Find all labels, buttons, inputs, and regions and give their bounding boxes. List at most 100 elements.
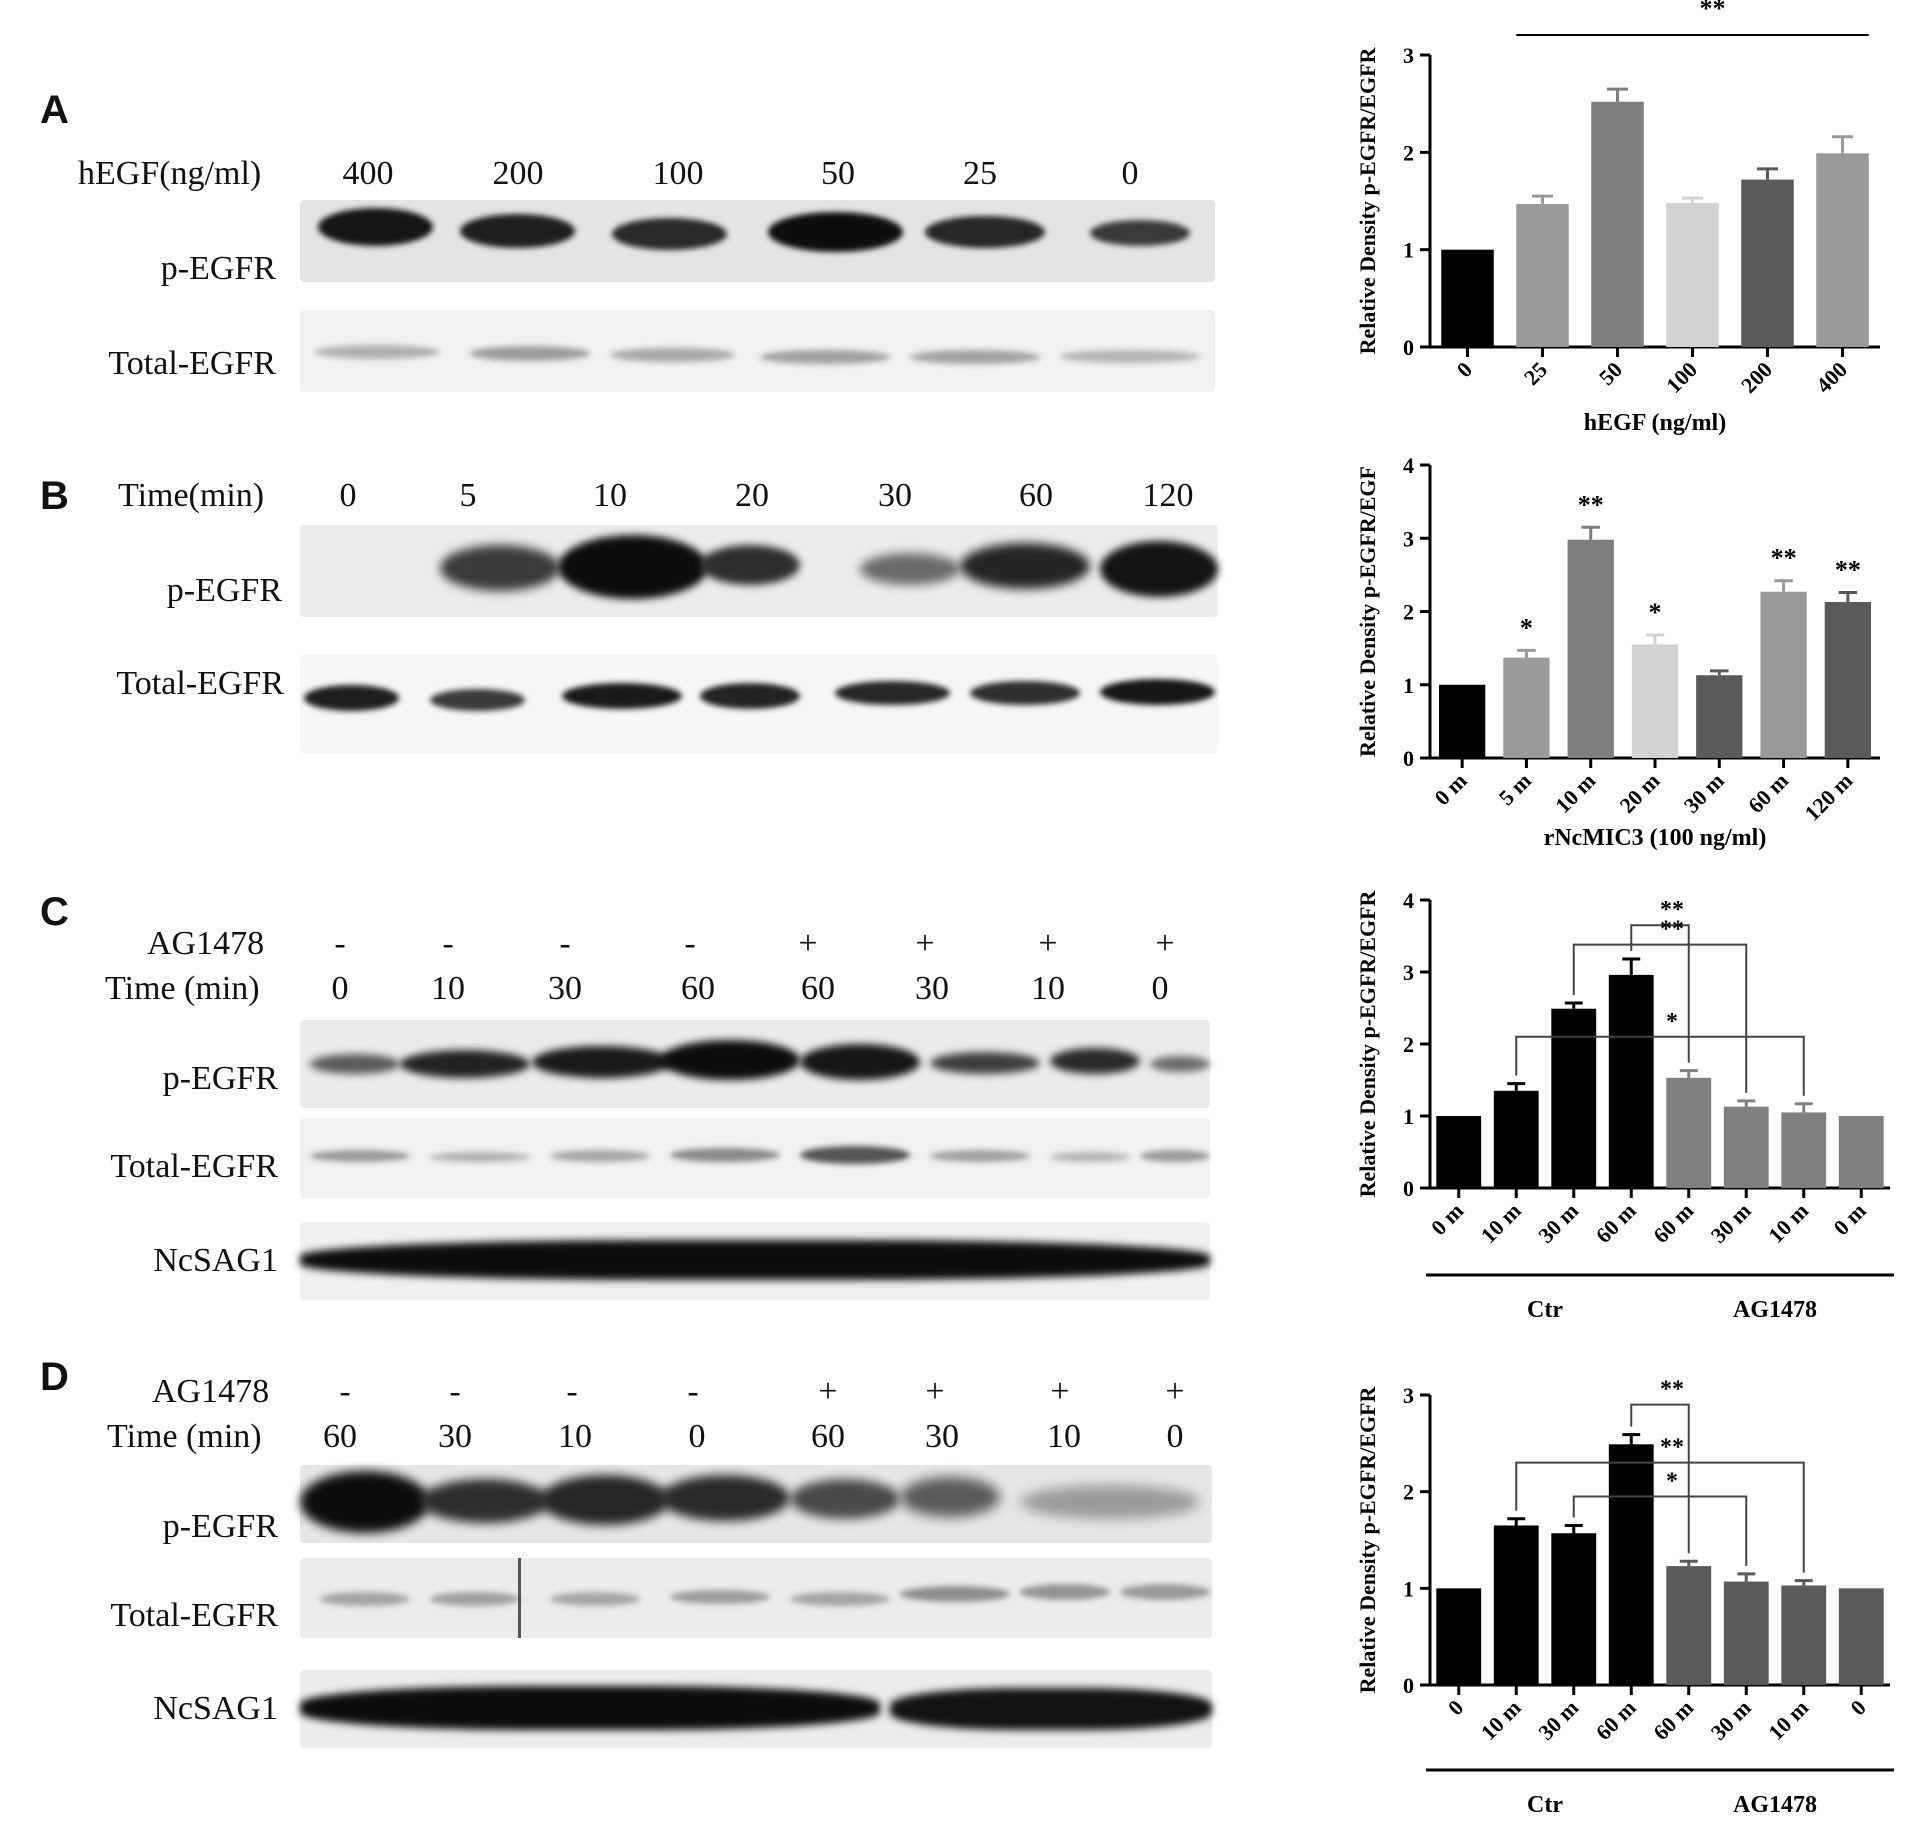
x-tick-label: 30 m bbox=[1533, 1695, 1583, 1745]
panel-letter-a: A bbox=[40, 88, 69, 132]
blot-band bbox=[1020, 1584, 1110, 1600]
blot-d-lane-label: + bbox=[925, 1373, 945, 1410]
x-tick-label: 0 bbox=[1443, 1695, 1468, 1720]
blot-band bbox=[440, 545, 560, 591]
blot-d-row-label: NcSAG1 bbox=[153, 1690, 278, 1727]
bar bbox=[1441, 249, 1494, 347]
blot-c-header-label: AG1478 bbox=[147, 925, 265, 962]
y-tick-label: 4 bbox=[1403, 888, 1414, 913]
bar bbox=[1608, 1444, 1654, 1685]
bar bbox=[1781, 1112, 1827, 1188]
x-tick-label: 5 m bbox=[1494, 768, 1536, 810]
blot-a-row-label: p-EGFR bbox=[160, 250, 276, 287]
x-axis-title: hEGF (ng/ml) bbox=[1584, 410, 1726, 436]
x-tick-label: 60 m bbox=[1743, 768, 1793, 818]
blot-d-lane-label: 10 bbox=[1047, 1418, 1081, 1455]
y-tick-label: 0 bbox=[1403, 335, 1414, 360]
blot-band bbox=[900, 1586, 1010, 1602]
blot-band bbox=[1060, 350, 1200, 363]
y-tick-label: 2 bbox=[1403, 600, 1414, 625]
x-tick-label: 30 m bbox=[1679, 768, 1729, 818]
blot-c-lane-label: + bbox=[1038, 925, 1058, 962]
blot-band bbox=[430, 689, 525, 711]
blot-band bbox=[558, 535, 708, 599]
blot-d-lane-label: + bbox=[1165, 1373, 1185, 1410]
blot-band bbox=[1020, 1485, 1200, 1519]
blot-band bbox=[790, 1592, 890, 1606]
bar bbox=[1666, 1077, 1712, 1188]
y-axis-title: Relative Density p-EGFR/EGFR bbox=[1355, 1386, 1380, 1694]
bar bbox=[1666, 202, 1719, 347]
blot-d-lane-label: - bbox=[339, 1373, 351, 1410]
x-tick-label: 60 m bbox=[1648, 1695, 1698, 1745]
bar bbox=[1741, 179, 1794, 347]
y-tick-label: 1 bbox=[1403, 1104, 1414, 1129]
x-tick-label: 30 m bbox=[1533, 1198, 1583, 1248]
blot-d-row-label: Total-EGFR bbox=[110, 1597, 278, 1634]
x-tick-label: 50 bbox=[1594, 357, 1627, 390]
y-tick-label: 1 bbox=[1403, 673, 1414, 698]
western-blot-d-p-egfr bbox=[300, 1465, 1212, 1543]
blot-d-lane-label: 0 bbox=[688, 1418, 706, 1455]
blot-artifact-line bbox=[518, 1558, 521, 1638]
y-tick-label: 4 bbox=[1403, 453, 1414, 478]
blot-band bbox=[304, 685, 399, 711]
y-axis-title: Relative Density p-EGFR/EGF bbox=[1355, 466, 1380, 757]
blot-band bbox=[300, 1471, 430, 1533]
blot-d-lane-label: 60 bbox=[323, 1418, 357, 1455]
blot-band bbox=[1090, 220, 1190, 246]
blot-band bbox=[420, 1479, 550, 1523]
blot-b-lane-label: 30 bbox=[878, 477, 912, 514]
blot-band bbox=[860, 553, 960, 585]
blot-band bbox=[900, 1477, 1000, 1517]
significance-mark: ** bbox=[1660, 897, 1684, 923]
blot-band bbox=[532, 1046, 672, 1078]
significance-mark: ** bbox=[1578, 490, 1604, 519]
western-blot-a-p-egfr bbox=[300, 200, 1215, 282]
blot-band bbox=[800, 1146, 910, 1164]
x-axis-title: rNcMIC3 (100 ng/ml) bbox=[1544, 825, 1767, 851]
blot-band bbox=[610, 348, 735, 362]
blot-d-lane-label: 30 bbox=[925, 1418, 959, 1455]
group-label: Ctr bbox=[1527, 1792, 1563, 1818]
bar bbox=[1666, 1566, 1712, 1685]
y-tick-label: 2 bbox=[1403, 1032, 1414, 1057]
blot-d-lane-label: 30 bbox=[438, 1418, 472, 1455]
bar bbox=[1760, 591, 1807, 758]
x-tick-label: 10 m bbox=[1763, 1198, 1813, 1248]
bar bbox=[1723, 1581, 1769, 1685]
significance-bracket bbox=[1515, 1461, 1805, 1573]
x-tick-label: 120 m bbox=[1800, 768, 1858, 826]
x-tick-label: 60 m bbox=[1591, 1198, 1641, 1248]
blot-band bbox=[910, 350, 1040, 364]
blot-band bbox=[960, 543, 1090, 589]
blot-b-lane-label: 0 bbox=[339, 477, 357, 514]
blot-b-lane-label: 60 bbox=[1019, 477, 1053, 514]
blot-band bbox=[1050, 1152, 1130, 1162]
blot-c-lane-label: - bbox=[334, 925, 346, 962]
bar bbox=[1608, 974, 1654, 1188]
blot-band bbox=[470, 346, 590, 361]
blot-band bbox=[430, 1152, 530, 1162]
blot-c-lane-label: - bbox=[684, 925, 696, 962]
blot-band bbox=[460, 214, 575, 248]
western-blot-c-total-egfr bbox=[300, 1118, 1210, 1198]
blot-band bbox=[1100, 541, 1218, 597]
blot-c-lane-label: 30 bbox=[915, 970, 949, 1007]
bar bbox=[1816, 153, 1869, 347]
significance-mark: * bbox=[1666, 1469, 1678, 1495]
blot-band bbox=[318, 208, 433, 246]
bar bbox=[1838, 1116, 1884, 1188]
significance-mark: * bbox=[1520, 613, 1533, 642]
blot-band bbox=[790, 1479, 900, 1519]
blot-band bbox=[700, 545, 800, 585]
blot-band bbox=[800, 1044, 920, 1080]
y-tick-label: 1 bbox=[1403, 238, 1414, 263]
blot-c-lane-label: + bbox=[915, 925, 935, 962]
blot-b-lane-label: 20 bbox=[735, 477, 769, 514]
blot-band bbox=[400, 1050, 530, 1078]
group-label: AG1478 bbox=[1733, 1792, 1817, 1818]
blot-band bbox=[550, 1592, 640, 1606]
blot-c-lane-label: 10 bbox=[1031, 970, 1065, 1007]
blot-c-lane-label: 60 bbox=[801, 970, 835, 1007]
